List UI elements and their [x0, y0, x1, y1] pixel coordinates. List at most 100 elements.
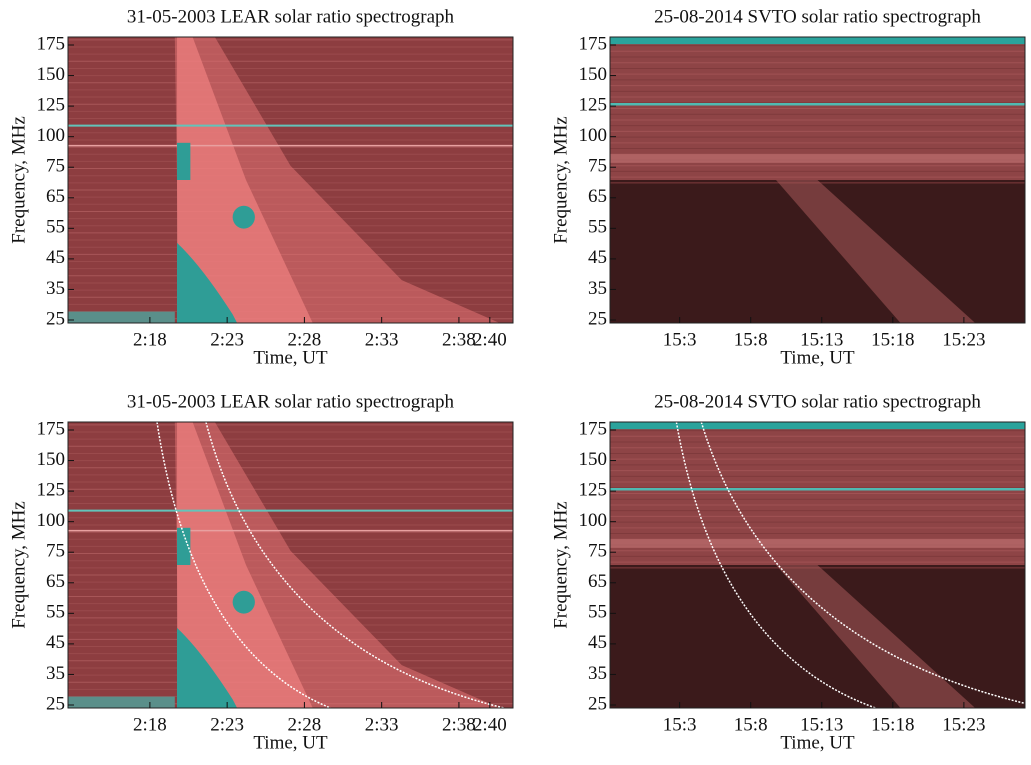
teal-region	[68, 311, 175, 323]
y-tick-label: 35	[588, 278, 607, 299]
y-tick-label: 25	[46, 693, 65, 714]
burst	[776, 565, 976, 708]
x-axis-label: Time, UT	[253, 347, 328, 368]
teal-band	[610, 37, 1025, 45]
y-tick-label: 65	[46, 186, 65, 207]
x-axis-label: Time, UT	[780, 732, 855, 753]
y-tick-label: 150	[579, 449, 608, 470]
x-tick-label: 15:23	[942, 714, 985, 735]
y-tick-label: 65	[588, 571, 607, 592]
teal-region	[177, 142, 191, 180]
x-tick-label: 15:13	[800, 329, 843, 350]
y-tick-label: 125	[579, 479, 608, 500]
drift-curve	[675, 422, 876, 708]
y-tick-label: 35	[588, 663, 607, 684]
x-tick-label: 2:33	[365, 329, 399, 350]
y-tick-label: 150	[579, 64, 608, 85]
y-tick-label: 125	[37, 479, 66, 500]
y-axis-label: Frequency, MHz	[8, 116, 29, 244]
y-tick-label: 45	[46, 247, 65, 268]
x-tick-label: 2:18	[133, 329, 167, 350]
band	[610, 539, 1025, 548]
x-tick-label: 2:38	[442, 329, 476, 350]
y-tick-label: 175	[37, 418, 66, 439]
burst-core	[177, 37, 313, 323]
plot-frame	[67, 421, 514, 709]
spectrogram	[609, 36, 1026, 324]
y-tick-label: 75	[588, 541, 607, 562]
y-tick-label: 25	[588, 693, 607, 714]
y-tick-label: 55	[46, 217, 65, 238]
drift-curve	[700, 422, 1025, 705]
band	[610, 154, 1025, 163]
plot-frame	[67, 36, 514, 324]
x-tick-label: 2:28	[288, 714, 322, 735]
spectrogram-image	[610, 37, 1025, 323]
y-tick-label: 75	[588, 156, 607, 177]
y-tick-label: 125	[579, 94, 608, 115]
teal-band	[610, 422, 1025, 430]
x-tick-label: 15:13	[800, 714, 843, 735]
x-tick-label: 15:3	[663, 329, 697, 350]
spectrogram	[67, 421, 514, 709]
teal-region	[177, 242, 238, 323]
y-axis-label: Frequency, MHz	[8, 501, 29, 629]
x-tick-label: 15:8	[734, 329, 768, 350]
y-tick-label: 100	[579, 510, 608, 531]
drift-curve	[156, 422, 331, 708]
teal-region	[232, 590, 255, 614]
chart-title: 25-08-2014 SVTO solar ratio spectrograph	[654, 6, 981, 27]
chart-title: 31-05-2003 LEAR solar ratio spectrograph	[127, 391, 455, 412]
chart-title: 25-08-2014 SVTO solar ratio spectrograph	[654, 391, 981, 412]
burst-core	[177, 422, 313, 708]
spectrogram	[67, 36, 514, 324]
y-tick-label: 75	[46, 541, 65, 562]
y-tick-label: 150	[37, 64, 66, 85]
plot-frame	[609, 421, 1026, 709]
y-tick-label: 150	[37, 449, 66, 470]
x-tick-label: 2:23	[210, 329, 244, 350]
y-tick-label: 65	[46, 571, 65, 592]
x-tick-label: 15:18	[871, 714, 914, 735]
y-tick-label: 65	[588, 186, 607, 207]
y-tick-label: 45	[588, 632, 607, 653]
y-tick-label: 100	[579, 125, 608, 146]
x-tick-label: 2:28	[288, 329, 322, 350]
drift-curve	[205, 422, 505, 708]
teal-region	[177, 627, 238, 708]
y-tick-label: 75	[46, 156, 65, 177]
y-tick-label: 45	[588, 247, 607, 268]
teal-region	[177, 527, 191, 565]
x-tick-label: 15:8	[734, 714, 768, 735]
spectrogram-image	[610, 422, 1025, 708]
chart-title: 31-05-2003 LEAR solar ratio spectrograph	[127, 6, 455, 27]
y-tick-label: 100	[37, 510, 66, 531]
y-tick-label: 25	[46, 308, 65, 329]
x-tick-label: 15:3	[663, 714, 697, 735]
y-tick-label: 175	[579, 33, 608, 54]
x-tick-label: 15:18	[871, 329, 914, 350]
y-tick-label: 35	[46, 663, 65, 684]
x-tick-label: 2:18	[133, 714, 167, 735]
y-tick-label: 100	[37, 125, 66, 146]
x-tick-label: 2:33	[365, 714, 399, 735]
y-axis-label: Frequency, MHz	[550, 116, 571, 244]
x-tick-label: 2:38	[442, 714, 476, 735]
y-tick-label: 125	[37, 94, 66, 115]
y-tick-label: 55	[588, 217, 607, 238]
spectrogram-image	[68, 422, 513, 708]
y-tick-label: 55	[588, 602, 607, 623]
x-tick-label: 15:23	[942, 329, 985, 350]
x-axis-label: Time, UT	[780, 347, 855, 368]
y-tick-label: 45	[46, 632, 65, 653]
x-tick-label: 2:40	[473, 329, 507, 350]
y-tick-label: 175	[579, 418, 608, 439]
spectrogram-image	[68, 37, 513, 323]
plot-frame	[609, 36, 1026, 324]
x-axis-label: Time, UT	[253, 732, 328, 753]
burst	[776, 180, 976, 323]
teal-region	[68, 696, 175, 708]
y-axis-label: Frequency, MHz	[550, 501, 571, 629]
y-tick-label: 25	[588, 308, 607, 329]
